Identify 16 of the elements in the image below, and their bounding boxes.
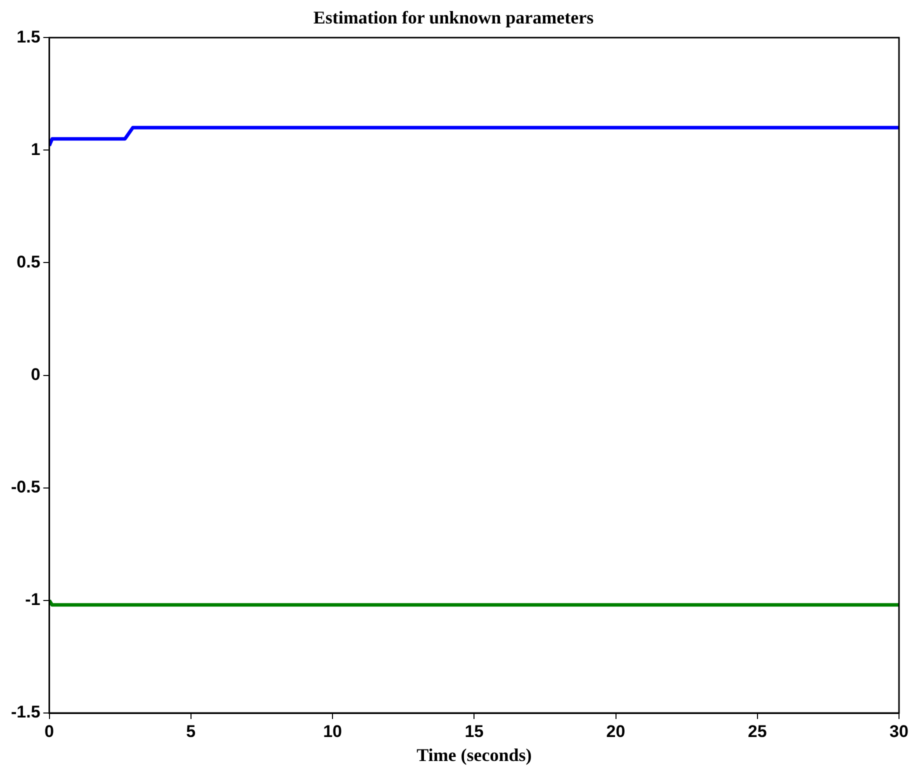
x-tick-label: 20 [606,722,626,741]
y-tick-label: -1.5 [10,702,40,722]
y-tick-label: 1.5 [16,27,40,46]
x-tick-label: 30 [890,722,908,741]
x-tick-label: 25 [748,722,767,741]
x-tick-label: 15 [464,722,484,741]
y-tick-label: 1 [30,140,40,159]
chart-title: Estimation for unknown parameters [313,7,594,28]
y-tick-label: 0 [30,364,40,384]
y-tick-label: -0.5 [10,478,40,497]
x-tick-label: 0 [44,722,54,741]
x-tick-label: 5 [186,722,196,741]
x-axis-title: Time (seconds) [416,744,532,765]
x-tick-label: 10 [323,722,342,741]
y-tick-label: -1 [25,590,40,610]
y-tick-label: 0.5 [16,252,40,272]
